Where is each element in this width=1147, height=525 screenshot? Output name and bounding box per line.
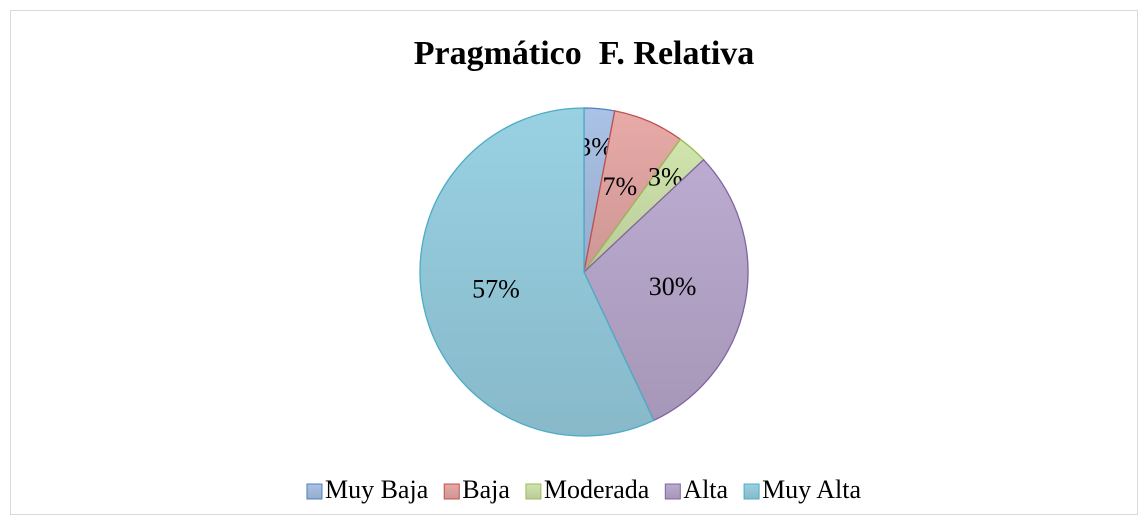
legend-swatch xyxy=(443,483,460,500)
chart-title: Pragmático F. Relativa xyxy=(414,35,755,72)
legend-swatch xyxy=(525,483,542,500)
pie-slice xyxy=(583,158,749,422)
legend-swatch xyxy=(743,483,760,500)
legend-label: Muy Baja xyxy=(325,475,429,504)
legend-swatch xyxy=(306,483,323,500)
data-label: 7% xyxy=(602,172,637,201)
legend-swatch xyxy=(664,483,681,500)
pie-slice xyxy=(419,107,655,437)
legend-label: Alta xyxy=(683,475,728,504)
legend-label: Muy Alta xyxy=(762,475,861,504)
legend-label: Baja xyxy=(462,475,510,504)
data-label: 30% xyxy=(649,272,697,301)
legend-label: Moderada xyxy=(544,475,650,504)
data-label: 57% xyxy=(472,275,520,304)
